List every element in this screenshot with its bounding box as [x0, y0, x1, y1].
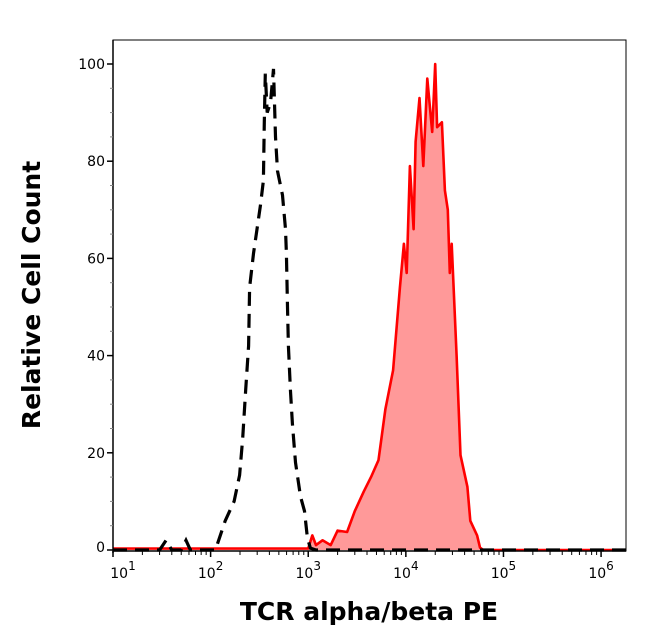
- y-tick-label: 100: [78, 57, 105, 73]
- x-axis-title: TCR alpha/beta PE: [240, 597, 498, 626]
- x-tick-label: 106: [588, 559, 613, 582]
- stained-sample-line: [113, 62, 626, 552]
- series-fill-area: [113, 64, 626, 550]
- x-tick-label: 103: [295, 559, 320, 582]
- x-tick-label: 102: [198, 559, 223, 582]
- y-tick-label: 60: [87, 251, 105, 267]
- y-tick-label: 40: [87, 349, 105, 365]
- x-tick-label: 101: [110, 559, 135, 582]
- y-axis-title: Relative Cell Count: [17, 161, 46, 429]
- y-tick-label: 80: [87, 154, 105, 170]
- y-tick-label: 20: [87, 446, 105, 462]
- x-tick-label: 104: [393, 559, 418, 582]
- x-tick-label: 105: [491, 559, 516, 582]
- plot-frame: [112, 39, 627, 552]
- isotype-control-dashed-line: [113, 68, 626, 552]
- y-tick-label: 0: [96, 540, 105, 556]
